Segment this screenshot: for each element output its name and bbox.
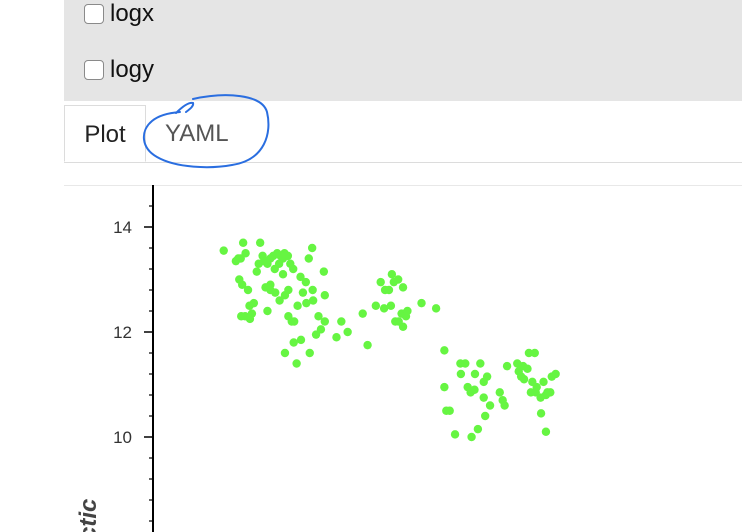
data-point <box>450 430 460 439</box>
data-point <box>301 277 311 287</box>
data-point <box>379 304 389 313</box>
data-point <box>403 306 412 316</box>
data-point <box>530 348 539 358</box>
data-point <box>302 298 311 308</box>
data-point <box>238 238 248 247</box>
data-point <box>398 283 408 292</box>
data-point <box>337 317 346 326</box>
data-point <box>502 361 512 371</box>
data-point <box>320 291 330 300</box>
data-point <box>296 272 305 282</box>
data-point <box>307 243 317 253</box>
data-point <box>263 306 272 316</box>
data-point <box>289 338 298 347</box>
data-point <box>495 388 504 397</box>
data-point <box>485 401 495 410</box>
y-tick-label: 12 <box>113 323 132 342</box>
data-point <box>371 301 381 310</box>
data-point <box>376 277 385 287</box>
data-point <box>467 432 476 442</box>
data-point <box>332 333 341 342</box>
data-point <box>524 348 534 358</box>
data-point <box>398 322 408 331</box>
data-point <box>386 301 396 310</box>
data-point <box>314 312 323 321</box>
data-point <box>551 369 560 379</box>
plot-separator <box>64 185 742 186</box>
data-point <box>254 259 263 268</box>
data-point <box>482 372 492 381</box>
data-point <box>480 411 490 421</box>
data-point <box>500 401 509 410</box>
data-point <box>308 296 318 305</box>
data-point <box>275 296 284 305</box>
data-point <box>470 369 480 379</box>
data-point <box>539 377 548 387</box>
data-point <box>479 393 488 402</box>
data-point <box>304 254 313 263</box>
logx-label: logx <box>110 0 155 27</box>
data-point <box>280 348 290 358</box>
data-point <box>523 364 532 373</box>
y-axis-label: ctic <box>75 499 102 532</box>
y-tick-label: 14 <box>113 218 132 237</box>
data-point <box>536 409 546 418</box>
data-point <box>532 382 541 392</box>
data-point <box>241 249 250 258</box>
data-point <box>440 346 449 355</box>
data-point <box>271 288 280 297</box>
data-point <box>473 424 483 434</box>
logx-checkbox[interactable] <box>84 4 104 24</box>
logy-label: logy <box>110 56 155 83</box>
data-point <box>319 267 329 276</box>
data-point <box>445 406 454 415</box>
data-point <box>440 382 449 392</box>
data-point <box>305 348 314 358</box>
data-point <box>363 340 372 350</box>
data-point <box>541 427 551 436</box>
data-point <box>289 264 298 274</box>
data-point <box>237 312 246 321</box>
data-point <box>249 298 259 308</box>
data-point <box>519 375 529 384</box>
data-point <box>476 359 485 368</box>
data-point <box>278 270 288 279</box>
data-point <box>320 317 330 326</box>
data-point <box>255 238 265 247</box>
data-point <box>219 246 228 255</box>
data-point <box>274 259 284 268</box>
data-point <box>358 309 367 318</box>
data-point <box>245 314 255 324</box>
data-point <box>393 275 403 284</box>
data-point <box>456 369 466 379</box>
data-point <box>316 325 326 334</box>
data-point <box>470 385 479 394</box>
data-point <box>343 327 352 337</box>
data-point <box>252 267 261 276</box>
data-point <box>293 301 302 310</box>
data-point <box>292 359 301 368</box>
data-point <box>384 285 394 295</box>
data-point <box>283 251 293 261</box>
data-point <box>431 304 441 313</box>
options-panel: logx logy <box>64 0 742 101</box>
logy-checkbox[interactable] <box>84 60 104 80</box>
logy-option[interactable]: logy <box>84 57 154 83</box>
y-tick-label: 10 <box>113 428 132 447</box>
data-point <box>296 335 306 345</box>
data-point <box>243 285 253 295</box>
logx-option[interactable]: logx <box>84 1 154 27</box>
data-point <box>546 388 555 397</box>
data-point <box>417 298 426 308</box>
data-point <box>298 288 308 297</box>
data-point <box>308 285 317 295</box>
data-point <box>387 270 397 279</box>
data-point <box>289 317 299 326</box>
data-point <box>237 280 247 289</box>
data-point <box>280 291 290 300</box>
data-point <box>461 359 470 368</box>
